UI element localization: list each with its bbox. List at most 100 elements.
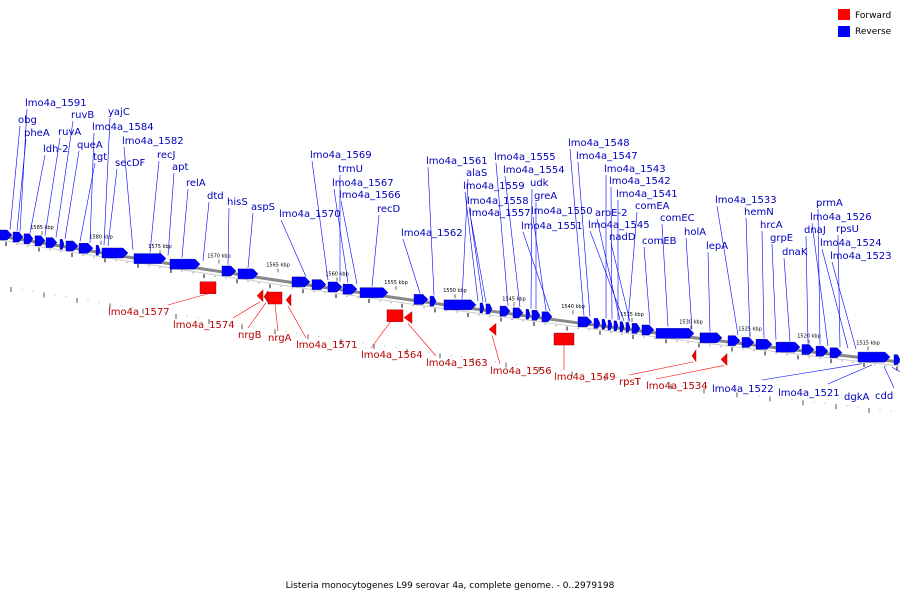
- reverse-gene-label[interactable]: lmo4a_1543: [604, 164, 666, 175]
- kbp-tick-label: 1520 kbp: [797, 334, 821, 340]
- reverse-gene-label[interactable]: lmo4a_1548: [568, 138, 630, 149]
- reverse-gene-label[interactable]: lmo4a_1570: [279, 209, 341, 220]
- reverse-gene-label[interactable]: hrcA: [760, 220, 783, 231]
- reverse-gene-label[interactable]: comEB: [642, 236, 677, 247]
- reverse-gene-label[interactable]: lmo4a_1584: [92, 122, 154, 133]
- reverse-gene-label[interactable]: pheA: [24, 128, 50, 139]
- label-leader-line: [202, 201, 210, 261]
- label-leader-line: [247, 212, 254, 268]
- label-leader-line: [745, 217, 751, 337]
- kbp-tick-label: 1565 kbp: [266, 262, 290, 268]
- gene-arrow-reverse: [327, 281, 343, 293]
- forward-gene-label[interactable]: nrgB: [238, 330, 262, 341]
- reverse-gene-label[interactable]: lmo4a_1542: [609, 176, 671, 187]
- reverse-gene-label[interactable]: lmo4a_1551: [521, 221, 583, 232]
- reverse-gene-label[interactable]: lmo4a_1526: [810, 212, 872, 223]
- reverse-gene-label[interactable]: lmo4a_1524: [820, 238, 882, 249]
- reverse-gene-label[interactable]: greA: [534, 191, 557, 202]
- reverse-gene-label[interactable]: lmo4a_1558: [467, 196, 529, 207]
- reverse-gene-label[interactable]: lmo4a_1554: [503, 165, 565, 176]
- forward-gene-label[interactable]: lmo4a_1574: [173, 320, 235, 331]
- reverse-gene-label[interactable]: ruvB: [71, 110, 94, 121]
- reverse-gene-label[interactable]: trmU: [338, 164, 363, 175]
- reverse-gene-label[interactable]: nadD: [609, 232, 636, 243]
- label-leader-line: [655, 365, 725, 380]
- reverse-gene-label[interactable]: lmo4a_1559: [463, 181, 525, 192]
- reverse-gene-label[interactable]: dtd: [207, 191, 224, 202]
- reverse-gene-label[interactable]: dnaK: [782, 247, 808, 258]
- reverse-gene-label[interactable]: lmo4a_1566: [339, 190, 401, 201]
- label-leader-line: [577, 161, 591, 317]
- reverse-gene-label[interactable]: udk: [530, 178, 549, 189]
- reverse-gene-label[interactable]: ldh-2: [43, 144, 68, 155]
- reverse-gene-label[interactable]: lmo4a_1567: [332, 178, 394, 189]
- gene-arrow-reverse: [413, 294, 429, 305]
- reverse-gene-label[interactable]: prmA: [816, 198, 843, 209]
- reverse-gene-label[interactable]: lmo4a_1522: [712, 384, 774, 395]
- gene-arrow-reverse: [631, 323, 641, 334]
- reverse-gene-label[interactable]: recD: [377, 204, 401, 215]
- reverse-gene-label[interactable]: lmo4a_1545: [588, 220, 650, 231]
- reverse-gene-label[interactable]: holA: [684, 227, 706, 238]
- legend-forward-label: Forward: [855, 11, 891, 21]
- gene-arrow-reverse: [101, 247, 129, 259]
- reverse-gene-label[interactable]: lmo4a_1561: [426, 156, 488, 167]
- reverse-gene-label[interactable]: lmo4a_1550: [531, 206, 593, 217]
- kbp-tick-label: 1555 kbp: [384, 280, 408, 286]
- reverse-gene-label[interactable]: comEC: [660, 213, 695, 224]
- label-leader-line: [167, 293, 209, 306]
- reverse-gene-label[interactable]: lmo4a_1582: [122, 136, 184, 147]
- reverse-gene-label[interactable]: aspS: [251, 202, 275, 213]
- forward-gene-label[interactable]: lmo4a_1563: [426, 358, 488, 369]
- reverse-gene-label[interactable]: hemN: [744, 207, 774, 218]
- forward-gene-label[interactable]: nrgA: [268, 333, 292, 344]
- reverse-gene-label[interactable]: lmo4a_1541: [616, 189, 678, 200]
- reverse-gene-label[interactable]: obg: [18, 115, 37, 126]
- label-leader-line: [661, 223, 669, 327]
- label-leader-line: [610, 186, 613, 320]
- reverse-gene-label[interactable]: yajC: [108, 107, 130, 118]
- gene-arrow-reverse: [815, 345, 829, 357]
- forward-gene-label[interactable]: lmo4a_1564: [361, 350, 423, 361]
- reverse-gene-label[interactable]: lmo4a_1557: [469, 208, 531, 219]
- reverse-gene-label[interactable]: recJ: [157, 150, 176, 161]
- gene-block-forward: [386, 309, 404, 322]
- reverse-gene-label[interactable]: rpsU: [836, 224, 859, 235]
- reverse-gene-label[interactable]: lmo4a_1591: [25, 98, 87, 109]
- reverse-gene-label[interactable]: comEA: [635, 201, 670, 212]
- gene-block-forward: [256, 289, 264, 303]
- reverse-gene-label[interactable]: cdd: [875, 391, 893, 402]
- reverse-gene-label[interactable]: hisS: [227, 197, 248, 208]
- forward-gene-label[interactable]: lmo4a_1571: [296, 340, 358, 351]
- forward-gene-label[interactable]: lmo4a_1556: [490, 366, 552, 377]
- reverse-gene-label[interactable]: queA: [77, 140, 103, 151]
- forward-gene-label[interactable]: rpsT: [619, 377, 642, 388]
- label-leader-line: [407, 323, 437, 357]
- forward-gene-label[interactable]: lmo4a_1534: [646, 381, 708, 392]
- reverse-gene-label[interactable]: relA: [186, 178, 206, 189]
- reverse-gene-label[interactable]: grpE: [770, 233, 793, 244]
- reverse-gene-label[interactable]: lepA: [706, 241, 728, 252]
- reverse-gene-label[interactable]: lmo4a_1523: [830, 251, 892, 262]
- forward-gene-label[interactable]: lmo4a_1577: [108, 307, 170, 318]
- reverse-gene-label[interactable]: lmo4a_1521: [778, 388, 840, 399]
- reverse-gene-label[interactable]: lmo4a_1547: [576, 151, 638, 162]
- gene-arrow-reverse: [541, 311, 553, 322]
- reverse-gene-label[interactable]: lmo4a_1555: [494, 152, 556, 163]
- reverse-gene-label[interactable]: aroE-2: [595, 208, 627, 219]
- reverse-gene-label[interactable]: ruvA: [58, 127, 81, 138]
- kbp-tick-label: 1560 kbp: [325, 271, 349, 277]
- reverse-gene-label[interactable]: secDF: [115, 158, 146, 169]
- reverse-gene-label[interactable]: lmo4a_1562: [401, 228, 463, 239]
- reverse-gene-label[interactable]: alaS: [466, 168, 487, 179]
- reverse-gene-label[interactable]: apt: [172, 162, 188, 173]
- reverse-gene-label[interactable]: tgt: [93, 152, 107, 163]
- gene-arrow-reverse: [593, 318, 601, 329]
- label-leader-line: [821, 248, 849, 349]
- reverse-gene-label[interactable]: dnaJ: [804, 225, 826, 236]
- reverse-gene-label[interactable]: lmo4a_1569: [310, 150, 372, 161]
- forward-gene-label[interactable]: lmo4a_1549: [554, 372, 616, 383]
- reverse-gene-label[interactable]: lmo4a_1533: [715, 195, 777, 206]
- gene-arrow-reverse: [95, 245, 101, 256]
- reverse-gene-label[interactable]: dgkA: [844, 392, 869, 403]
